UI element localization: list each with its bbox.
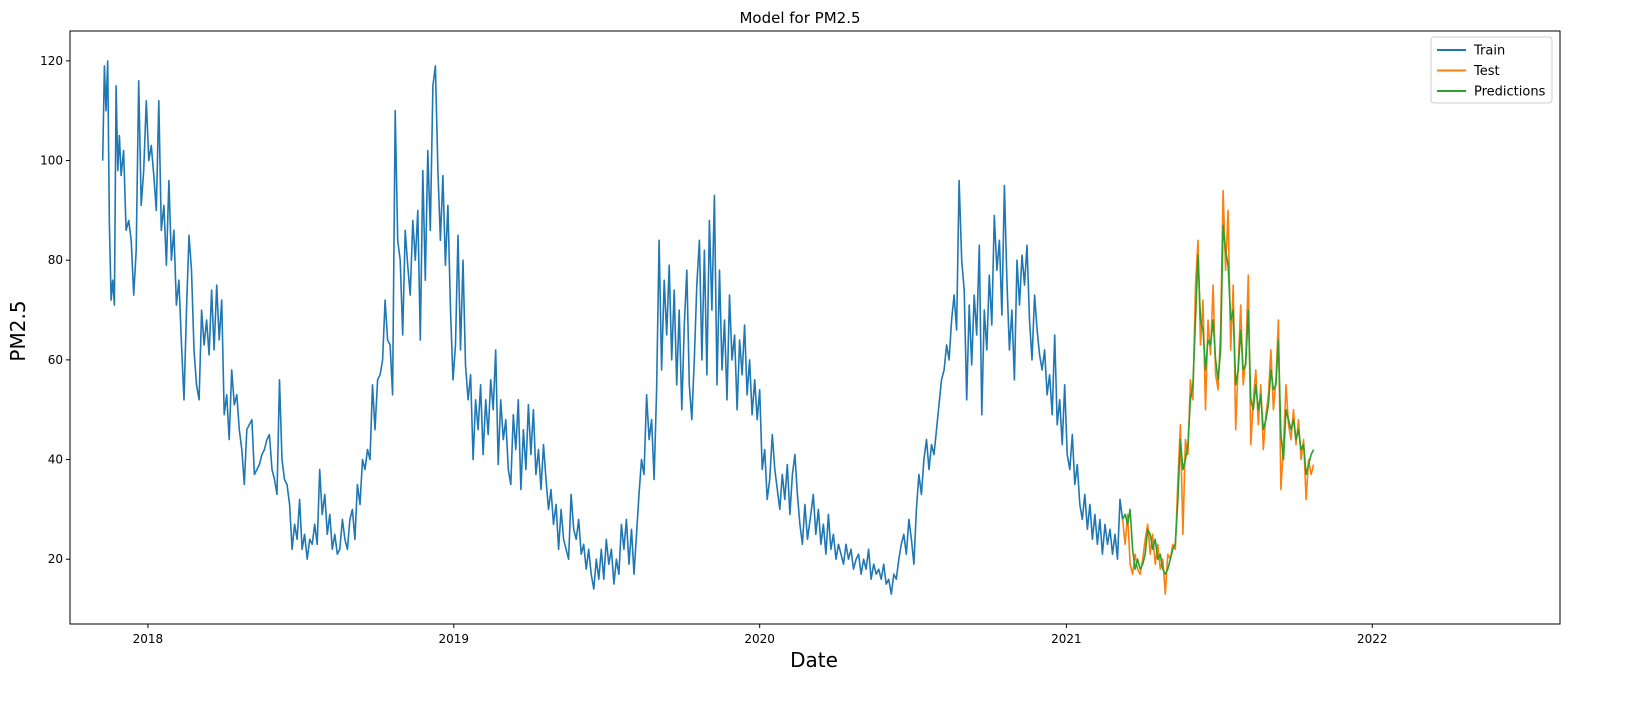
y-tick-label: 60 — [48, 353, 63, 367]
legend-box — [1430, 36, 1553, 104]
y-tick-label: 20 — [48, 552, 63, 566]
x-tick-label: 2021 — [1051, 632, 1082, 646]
series-line-predictions — [1121, 224, 1315, 576]
legend-label-predictions: Predictions — [1474, 85, 1546, 100]
series-lines — [101, 60, 1315, 595]
y-tick-label: 120 — [40, 54, 63, 68]
y-axis-title: PM2.5 — [6, 300, 30, 361]
x-tick-label: 2020 — [744, 632, 775, 646]
y-tick-label: 80 — [48, 253, 63, 267]
chart-title: Model for PM2.5 — [739, 9, 860, 27]
series-line-train — [101, 60, 1124, 595]
y-axis-ticks: 20 40 60 80 100 120 — [40, 54, 70, 566]
x-tick-label: 2022 — [1357, 632, 1388, 646]
plot-frame — [69, 30, 1561, 625]
legend: Train Test Predictions — [1430, 36, 1553, 104]
x-axis-ticks: 2018 2019 2020 2021 2022 — [133, 624, 1388, 646]
legend-label-train: Train — [1473, 44, 1505, 59]
series-line-test — [1121, 189, 1315, 595]
legend-label-test: Test — [1473, 64, 1500, 79]
x-tick-label: 2018 — [133, 632, 164, 646]
x-axis-title: Date — [790, 648, 838, 672]
x-tick-label: 2019 — [439, 632, 470, 646]
y-tick-label: 100 — [40, 154, 63, 168]
y-tick-label: 40 — [48, 453, 63, 467]
